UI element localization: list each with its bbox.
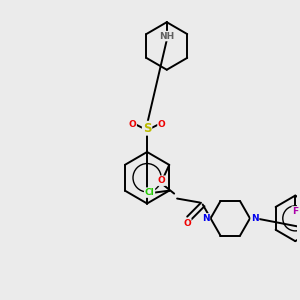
Text: N: N xyxy=(251,214,259,223)
Text: S: S xyxy=(143,122,151,135)
Text: O: O xyxy=(158,176,165,185)
Text: Cl: Cl xyxy=(145,188,154,197)
Text: NH: NH xyxy=(159,32,174,40)
Text: O: O xyxy=(158,120,166,129)
Text: N: N xyxy=(202,214,209,223)
Text: F: F xyxy=(292,207,298,216)
Text: O: O xyxy=(128,120,136,129)
Text: O: O xyxy=(183,219,191,228)
